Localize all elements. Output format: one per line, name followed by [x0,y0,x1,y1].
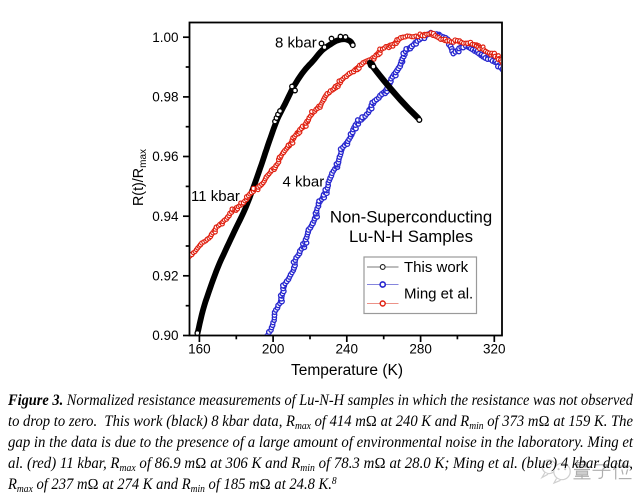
svg-text:240: 240 [336,342,359,357]
svg-text:Lu-N-H Samples: Lu-N-H Samples [349,227,473,246]
svg-text:200: 200 [262,342,285,357]
svg-text:0.90: 0.90 [152,328,178,343]
svg-text:320: 320 [483,342,506,357]
svg-text:160: 160 [188,342,211,357]
svg-text:Temperature (K): Temperature (K) [291,362,403,379]
svg-text:1.00: 1.00 [152,30,178,45]
svg-text:8 kbar: 8 kbar [275,34,317,51]
svg-text:280: 280 [409,342,432,357]
svg-text:0.92: 0.92 [152,269,178,284]
svg-text:11 kbar: 11 kbar [191,188,240,205]
svg-text:This work: This work [404,259,469,276]
svg-text:0.96: 0.96 [152,149,178,164]
svg-text:0.98: 0.98 [152,90,178,105]
svg-text:Non-Superconducting: Non-Superconducting [330,208,492,227]
svg-text:Ming et al.: Ming et al. [404,286,473,303]
svg-text:0.94: 0.94 [152,209,179,224]
svg-text:4 kbar: 4 kbar [283,174,325,191]
